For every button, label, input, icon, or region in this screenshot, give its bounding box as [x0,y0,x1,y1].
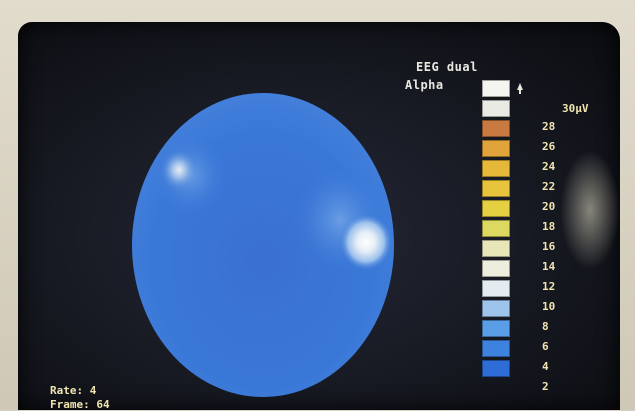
scale-swatch [482,300,510,317]
scale-tick-label: 18 [542,220,556,233]
scale-swatch [482,200,510,217]
scale-tick-label: 30µV [562,102,589,115]
scale-tick-label: 22 [542,180,556,193]
title-line-1: EEG dual [416,60,478,74]
scale-swatch [482,220,510,237]
scale-swatch [482,280,510,297]
scale-tick-label: 2 [542,380,549,393]
scale-tick-label: 12 [542,280,556,293]
scale-tick-label: 26 [542,140,556,153]
title-line-2: Alpha [405,78,444,92]
right-hotspot [340,214,392,270]
scale-swatch [482,180,510,197]
scale-tick-label: 20 [542,200,556,213]
scale-tick-label: 14 [542,260,556,273]
frame-label: Frame: 64 [50,398,110,411]
scale-swatch [482,240,510,257]
color-scale-bar [482,80,512,380]
up-arrow-icon [517,83,523,90]
scale-swatch [482,260,510,277]
scale-tick-label: 8 [542,320,549,333]
scale-tick-label: 10 [542,300,556,313]
scale-tick-label: 28 [542,120,556,133]
scale-swatch [482,100,510,117]
screen-glare [560,150,620,270]
scale-tick-label: 16 [542,240,556,253]
scale-tick-label: 6 [542,340,549,353]
scale-swatch [482,140,510,157]
scale-swatch [482,160,510,177]
scale-tick-label: 24 [542,160,556,173]
rate-label: Rate: 4 [50,384,97,397]
scale-swatch [482,340,510,357]
scale-swatch [482,80,510,97]
scale-swatch [482,120,510,137]
left-hotspot [161,150,197,190]
scale-swatch [482,320,510,337]
scale-tick-label: 4 [542,360,549,373]
scale-swatch [482,360,510,377]
up-arrow-stem [519,89,521,94]
